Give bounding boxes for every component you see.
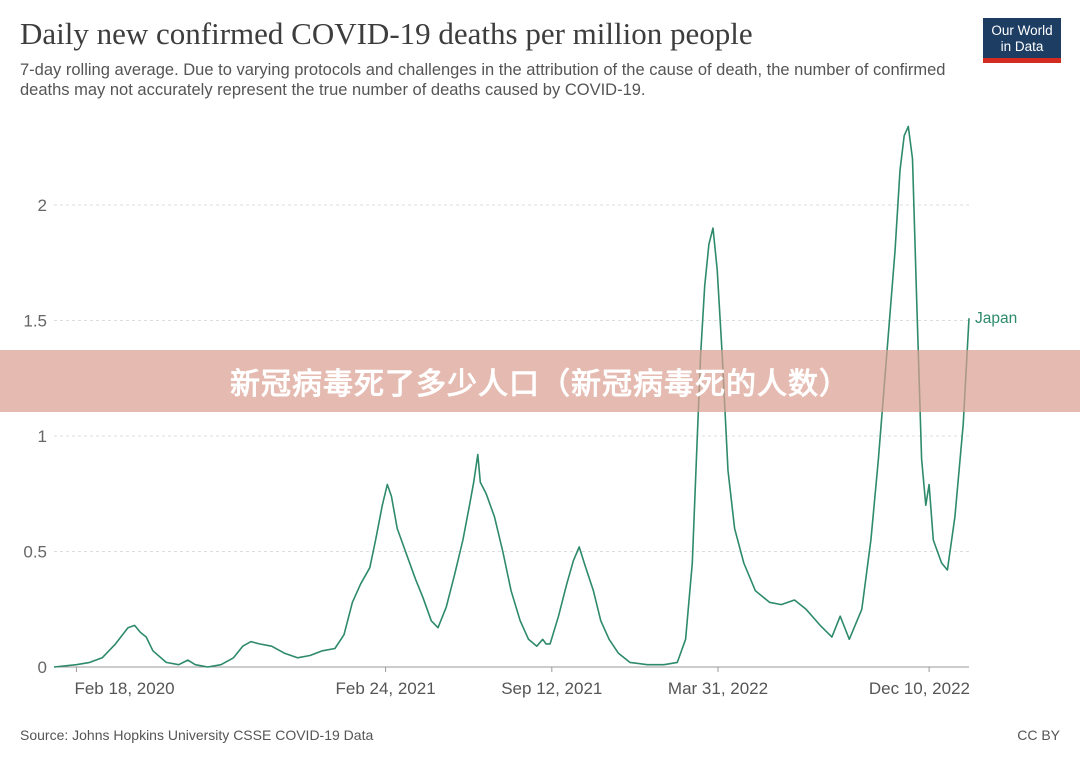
license-label[interactable]: CC BY (1017, 727, 1060, 743)
x-tick-label: Feb 24, 2021 (335, 679, 435, 698)
x-tick-label: Sep 12, 2021 (501, 679, 602, 698)
chart-subtitle: 7-day rolling average. Due to varying pr… (20, 61, 946, 99)
overlay-banner: 新冠病毒死了多少人口（新冠病毒死的人数） (0, 350, 1080, 412)
series-label-japan: Japan (975, 310, 1017, 327)
series-line-japan (53, 125, 970, 668)
y-tick-label: 0.5 (23, 543, 47, 562)
x-tick-label: Mar 31, 2022 (668, 679, 768, 698)
chart-title: Daily new confirmed COVID-19 deaths per … (20, 16, 753, 51)
banner-text: 新冠病毒死了多少人口（新冠病毒死的人数） (230, 367, 850, 402)
y-tick-label: 1 (38, 427, 47, 446)
x-tick-label: Dec 10, 2022 (869, 679, 970, 698)
x-tick-label: Feb 18, 2020 (74, 679, 174, 698)
logo-line-1: Our World (991, 23, 1053, 38)
y-tick-label: 1.5 (23, 312, 47, 331)
source-note[interactable]: Source: Johns Hopkins University CSSE CO… (20, 727, 374, 743)
owid-logo[interactable]: Our World in Data (983, 18, 1061, 63)
y-tick-label: 2 (38, 196, 47, 215)
y-tick-label: 0 (38, 658, 47, 677)
logo-line-2: in Data (1000, 39, 1044, 54)
